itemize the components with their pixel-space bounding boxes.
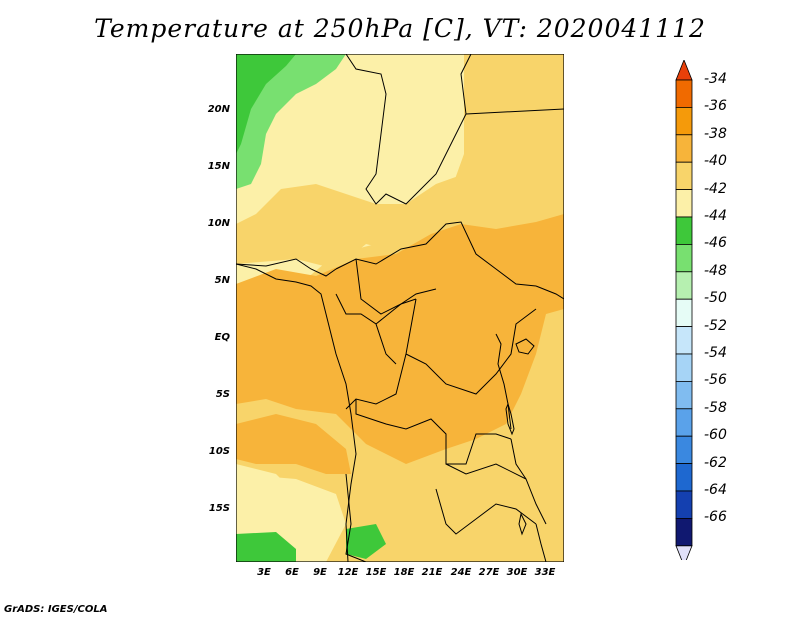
colorbar (675, 60, 693, 560)
lat-label-5n: 5N (214, 275, 230, 286)
colorbar-label: -38 (704, 125, 727, 142)
colorbar-cap-top (675, 60, 693, 81)
colorbar-label: -58 (704, 399, 727, 416)
colorbar-label: -48 (704, 262, 727, 279)
field-level-38 (236, 214, 564, 464)
coastline (236, 263, 547, 562)
colorbar-swatch (675, 326, 693, 355)
lat-label-5s: 5S (215, 389, 230, 400)
colorbar-swatch (675, 107, 693, 136)
colorbar-swatch (675, 517, 693, 547)
field-level-44-s (346, 524, 386, 559)
lon-label-3e: 3E (257, 567, 271, 578)
lon-label-6e: 6E (285, 567, 299, 578)
colorbar-swatch (675, 271, 693, 300)
colorbar-label: -64 (704, 482, 727, 498)
field-level-44-nw (236, 54, 296, 154)
colorbar-swatch (675, 435, 693, 465)
lat-label-15s: 15S (208, 503, 230, 514)
colorbar-swatch (675, 490, 693, 519)
colorbar-label: -44 (704, 208, 727, 224)
lat-label-10n: 10N (207, 218, 230, 229)
field-level-38-south (236, 414, 351, 474)
lon-label-9e: 9E (313, 567, 327, 578)
colorbar-label: -36 (704, 98, 727, 115)
country-borders (236, 54, 564, 562)
colorbar-label: -66 (704, 509, 727, 526)
colorbar-swatch (675, 189, 693, 218)
colorbar-swatch (675, 408, 693, 437)
colorbar-label: -60 (704, 427, 727, 444)
colorbar-label: -56 (704, 372, 727, 389)
colorbar-swatch (675, 353, 693, 382)
colorbar-label: -52 (704, 317, 727, 334)
colorbar-swatch (675, 243, 693, 273)
colorbar-label: -40 (704, 153, 727, 170)
colorbar-cap-bottom (675, 545, 693, 560)
colorbar-swatch (675, 298, 693, 327)
colorbar-swatch (675, 216, 693, 245)
temperature-map (236, 54, 564, 562)
colorbar-swatch (675, 79, 693, 108)
colorbar-swatch (675, 161, 693, 190)
colorbar-label: -54 (704, 345, 727, 361)
lat-label-20n: 20N (207, 104, 230, 115)
lat-label-eq: EQ (214, 332, 230, 343)
colorbar-swatch (675, 463, 693, 492)
lat-label-10s: 10S (208, 446, 230, 457)
colorbar-label: -62 (704, 454, 727, 471)
lon-label-33e: 33E (534, 567, 556, 578)
colorbar-label: -42 (704, 180, 727, 197)
field-level-44-sw (236, 532, 296, 562)
map-title: Temperature at 250hPa [C], VT: 202004111… (94, 14, 706, 43)
colorbar-swatch (675, 380, 693, 410)
colorbar-label: -34 (704, 71, 727, 87)
colorbar-label: -46 (704, 235, 727, 252)
lon-label-30e: 30E (506, 567, 528, 578)
lakes (505, 338, 535, 536)
grads-credit: GrADS: IGES/COLA (4, 604, 108, 615)
lon-label-18e: 18E (393, 567, 415, 578)
field-level-40b (236, 174, 466, 269)
temperature-field (236, 54, 564, 562)
lon-label-27e: 27E (478, 567, 500, 578)
colorbar-swatch (675, 134, 693, 163)
lon-label-12e: 12E (337, 567, 359, 578)
lon-label-24e: 24E (450, 567, 472, 578)
lon-label-21e: 21E (421, 567, 443, 578)
lon-label-15e: 15E (365, 567, 387, 578)
colorbar-label: -50 (704, 290, 727, 307)
lat-label-15n: 15N (207, 161, 230, 172)
